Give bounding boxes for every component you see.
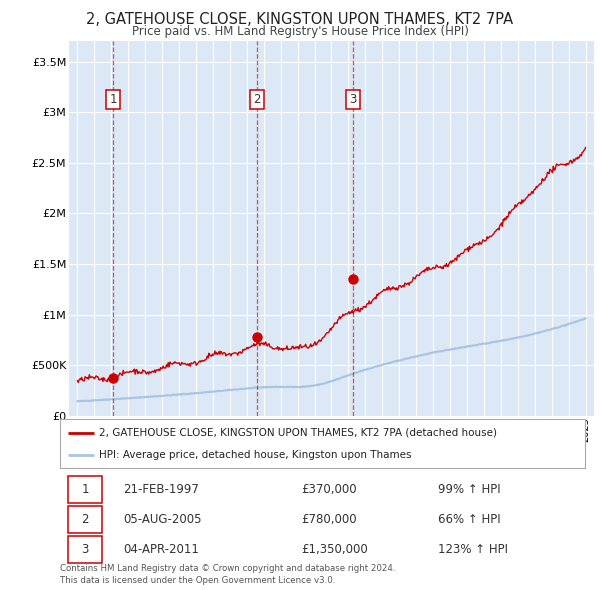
- Text: 3: 3: [349, 93, 356, 106]
- Text: 2: 2: [253, 93, 260, 106]
- Text: HPI: Average price, detached house, Kingston upon Thames: HPI: Average price, detached house, King…: [100, 450, 412, 460]
- Text: 66% ↑ HPI: 66% ↑ HPI: [438, 513, 500, 526]
- FancyBboxPatch shape: [60, 419, 585, 468]
- Text: 2, GATEHOUSE CLOSE, KINGSTON UPON THAMES, KT2 7PA (detached house): 2, GATEHOUSE CLOSE, KINGSTON UPON THAMES…: [100, 428, 497, 438]
- FancyBboxPatch shape: [68, 536, 102, 563]
- Text: 2: 2: [81, 513, 89, 526]
- Text: £780,000: £780,000: [302, 513, 357, 526]
- Text: 04-APR-2011: 04-APR-2011: [123, 543, 199, 556]
- FancyBboxPatch shape: [68, 477, 102, 503]
- Text: 1: 1: [110, 93, 117, 106]
- FancyBboxPatch shape: [68, 506, 102, 533]
- Text: 21-FEB-1997: 21-FEB-1997: [123, 483, 199, 496]
- Text: Price paid vs. HM Land Registry's House Price Index (HPI): Price paid vs. HM Land Registry's House …: [131, 25, 469, 38]
- Text: £1,350,000: £1,350,000: [302, 543, 368, 556]
- Text: 3: 3: [81, 543, 89, 556]
- Text: Contains HM Land Registry data © Crown copyright and database right 2024.
This d: Contains HM Land Registry data © Crown c…: [60, 564, 395, 585]
- Text: £370,000: £370,000: [302, 483, 357, 496]
- Text: 1: 1: [81, 483, 89, 496]
- Text: 2, GATEHOUSE CLOSE, KINGSTON UPON THAMES, KT2 7PA: 2, GATEHOUSE CLOSE, KINGSTON UPON THAMES…: [86, 12, 514, 27]
- Text: 05-AUG-2005: 05-AUG-2005: [123, 513, 202, 526]
- Text: 123% ↑ HPI: 123% ↑ HPI: [438, 543, 508, 556]
- Text: 99% ↑ HPI: 99% ↑ HPI: [438, 483, 500, 496]
